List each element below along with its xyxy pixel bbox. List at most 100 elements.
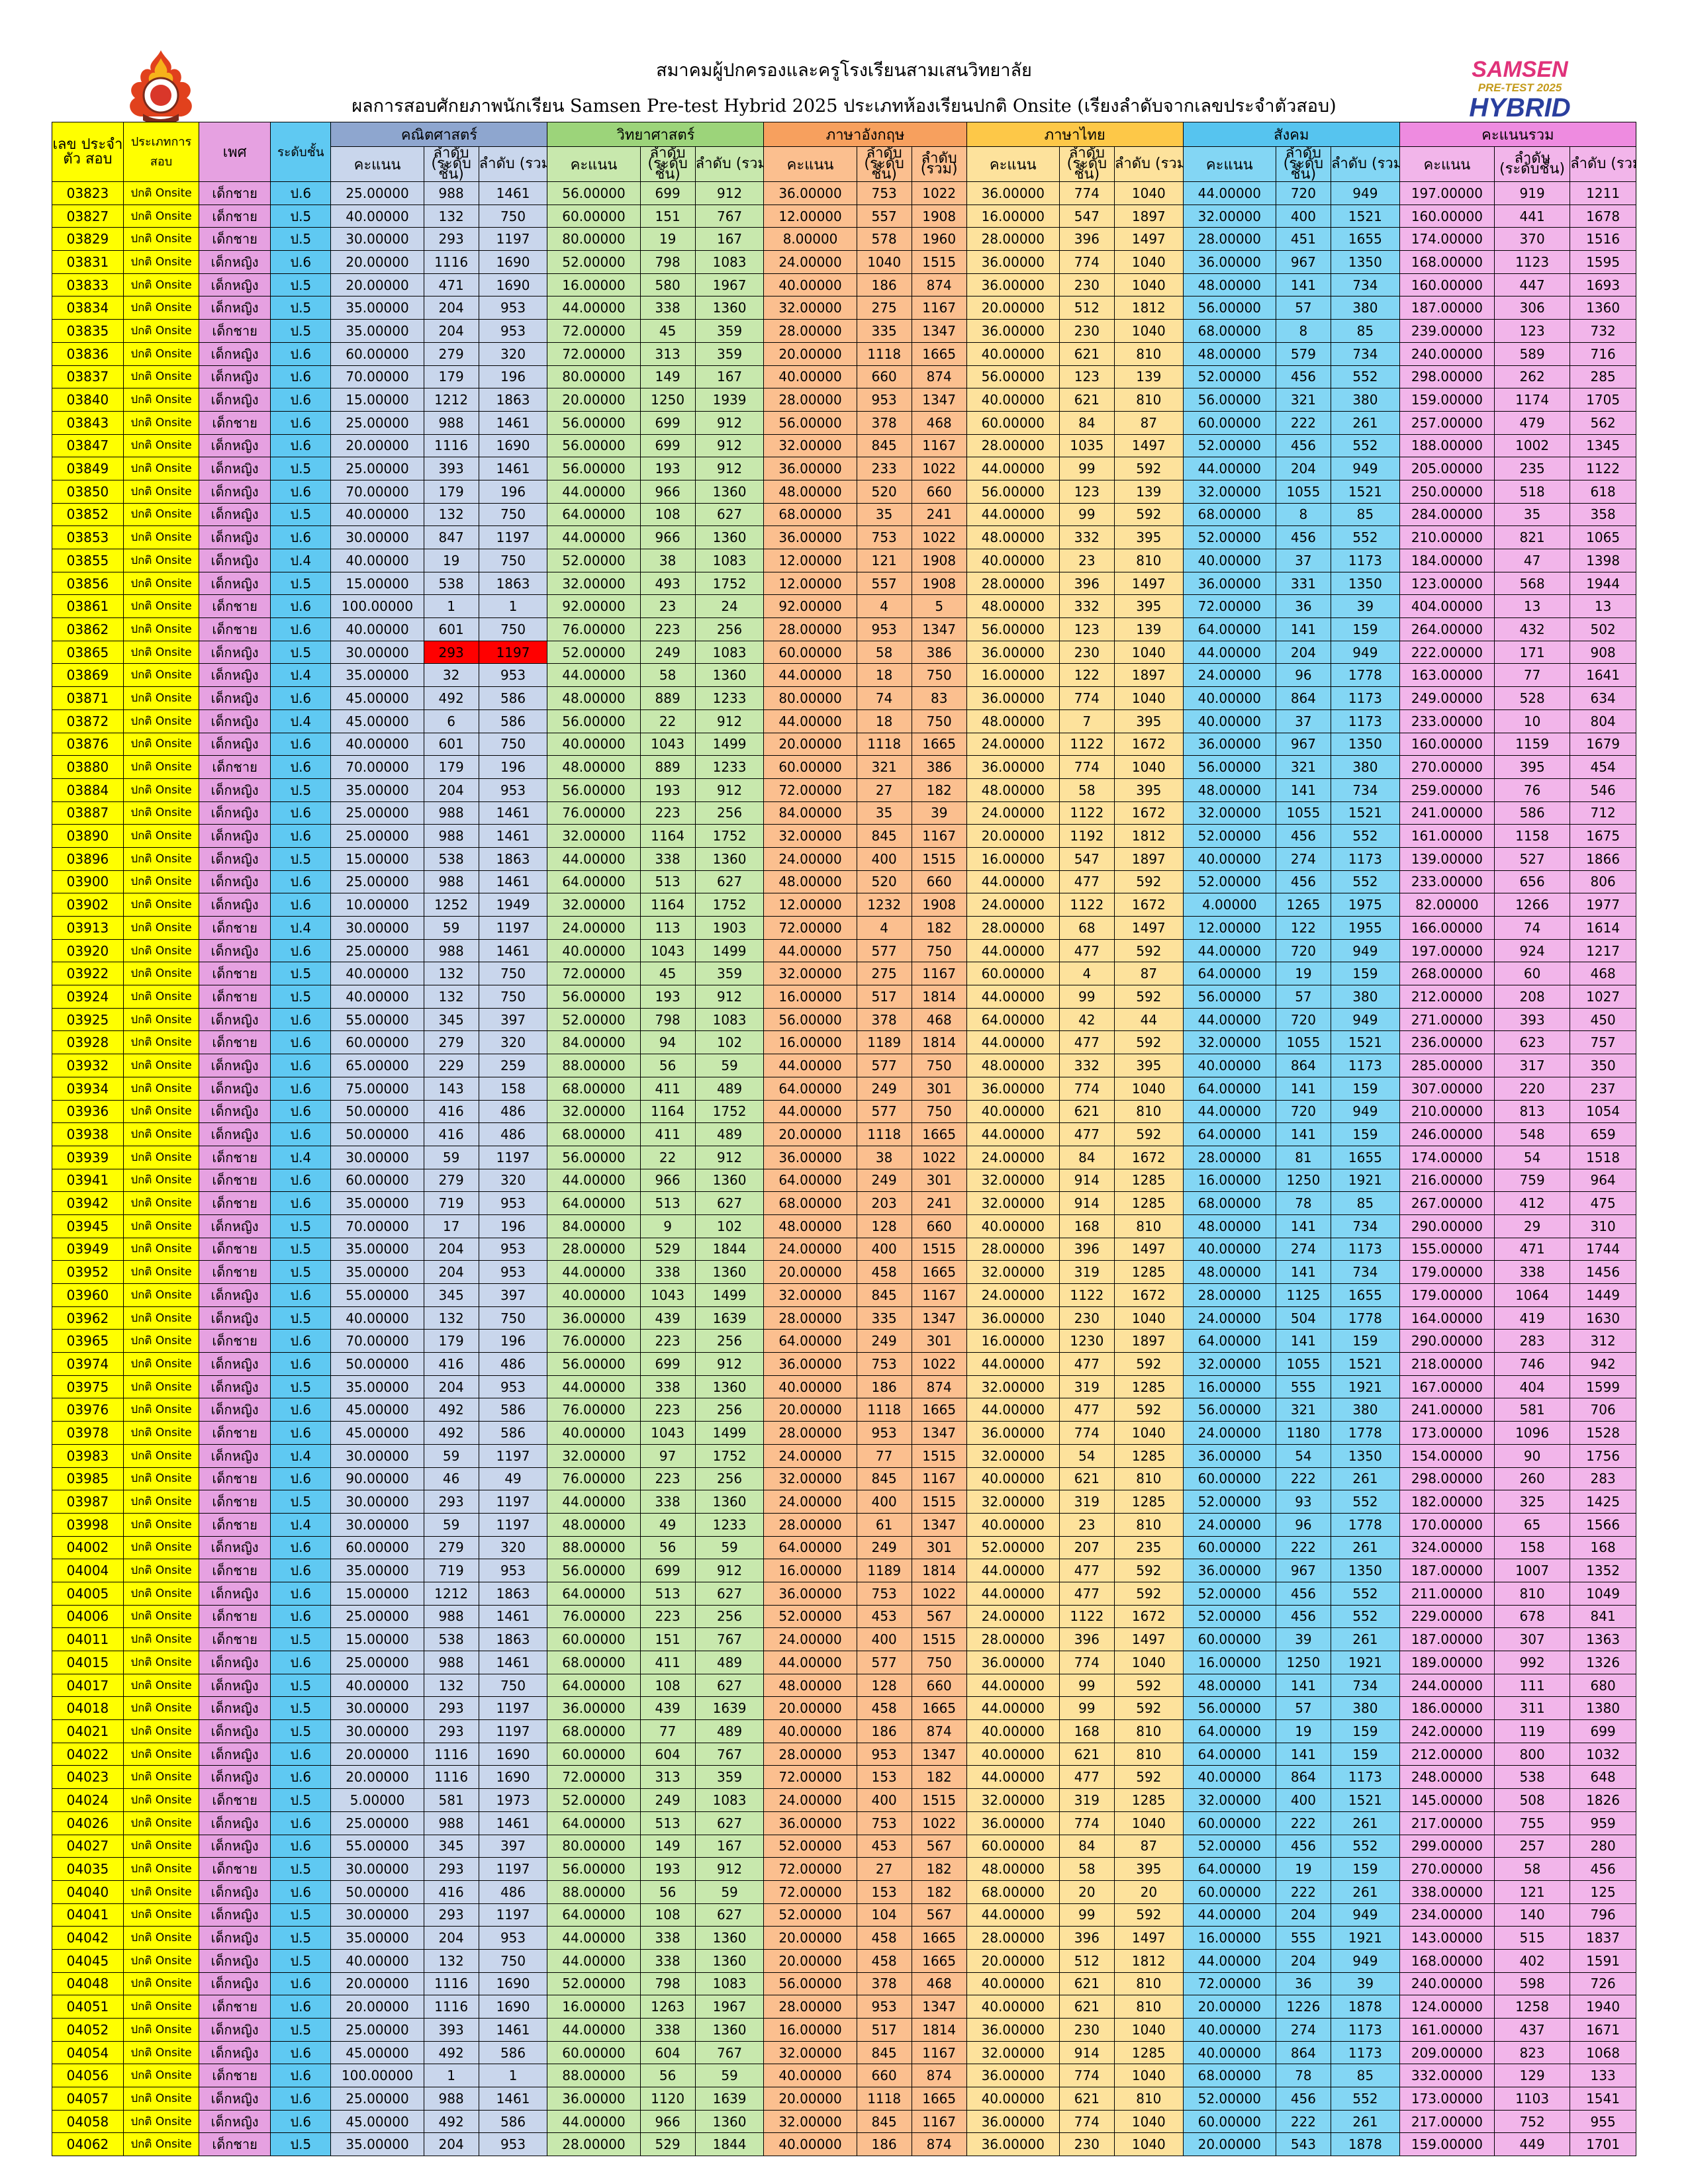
thai-rank-level-cell: 477 (1058, 870, 1115, 894)
social-rank-all-cell: 1655 (1330, 227, 1400, 251)
english-score-cell: 28.00000 (763, 1306, 857, 1330)
science-rank-all-cell: 1360 (694, 1168, 765, 1193)
science-rank-level-cell: 94 (639, 1030, 696, 1055)
thai-rank-all-cell: 592 (1113, 1352, 1184, 1376)
math-rank-level-cell: 988 (423, 1651, 479, 1674)
social-score-cell: 48.00000 (1182, 341, 1276, 366)
level-cell: ป.6 (270, 2040, 332, 2065)
table-row: 03974 ปกติ Onsite เด็กหญิง ป.6 50.00000 416 48… (52, 1352, 1636, 1376)
social-rank-level-cell: 37 (1275, 709, 1331, 733)
science-rank-level-cell: 223 (639, 1329, 696, 1353)
social-rank-all-cell: 949 (1330, 938, 1400, 963)
total-rank-level-cell: 538 (1494, 1765, 1571, 1790)
science-rank-level-cell: 529 (639, 1237, 696, 1261)
english-score-cell: 48.00000 (763, 870, 857, 894)
math-rank-level-cell: 1116 (423, 1972, 479, 1996)
math-score-cell: 45.00000 (330, 2040, 424, 2065)
science-score-cell: 44.00000 (547, 296, 641, 320)
school-crest-logo (130, 50, 192, 125)
social-score-cell: 16.00000 (1182, 1168, 1276, 1193)
exam-type-cell: ปกติ Onsite (122, 640, 200, 664)
thai-rank-all-cell: 1285 (1113, 1375, 1184, 1399)
thai-rank-all-cell: 1812 (1113, 1948, 1184, 1973)
total-score-cell: 298.00000 (1399, 1467, 1495, 1491)
science-rank-all-cell: 167 (694, 365, 765, 389)
thai-rank-level-cell: 54 (1058, 1443, 1115, 1468)
level-cell: ป.5 (270, 846, 332, 871)
thai-score-cell: 36.00000 (966, 2018, 1060, 2042)
math-rank-level-cell: 492 (423, 2040, 479, 2065)
total-rank-all-cell: 237 (1570, 1076, 1636, 1101)
exam-id-cell: 03843 (52, 410, 124, 435)
page-subtitle: ผลการสอบศักยภาพนักเรียน Samsen Pre-test … (352, 96, 1336, 116)
english-rank-level-cell: 400 (856, 1627, 912, 1651)
exam-type-cell: ปกติ Onsite (122, 433, 200, 458)
social-rank-level-cell: 1055 (1275, 1030, 1331, 1055)
science-rank-all-cell: 102 (694, 1214, 765, 1238)
thai-rank-all-cell: 20 (1113, 1880, 1184, 1904)
social-score-cell: 68.00000 (1182, 2064, 1276, 2088)
exam-type-cell: ปกติ Onsite (122, 755, 200, 779)
exam-id-cell: 03978 (52, 1421, 124, 1445)
english-score-cell: 8.00000 (763, 227, 857, 251)
thai-rank-level-cell: 774 (1058, 181, 1115, 205)
sex-cell: เด็กชาย (199, 1559, 271, 1582)
total-score-cell: 168.00000 (1399, 250, 1495, 274)
level-cell: ป.5 (270, 273, 332, 297)
english-score-cell: 20.00000 (763, 1926, 857, 1950)
social-rank-all-cell: 1173 (1330, 549, 1400, 572)
exam-id-cell: 04018 (52, 1696, 124, 1721)
math-rank-all-cell: 1461 (478, 938, 548, 963)
total-rank-all-cell: 1425 (1570, 1490, 1636, 1514)
exam-id-cell: 04042 (52, 1926, 124, 1950)
thai-rank-level-cell: 230 (1058, 1306, 1115, 1330)
total-rank-level-cell: 586 (1494, 801, 1571, 825)
english-rank-level-cell: 1118 (856, 732, 912, 756)
thai-rank-all-cell: 1672 (1113, 893, 1184, 917)
social-rank-all-cell: 1878 (1330, 2132, 1400, 2157)
english-rank-all-cell: 1347 (911, 1306, 967, 1330)
exam-type-cell: ปกติ Onsite (122, 1191, 200, 1215)
science-score-cell: 52.00000 (547, 1007, 641, 1032)
thai-rank-all-cell: 810 (1113, 549, 1184, 572)
thai-score-cell: 36.00000 (966, 2109, 1060, 2134)
science-rank-all-cell: 912 (694, 709, 765, 733)
thai-rank-level-cell: 774 (1058, 1421, 1115, 1445)
exam-id-cell: 04048 (52, 1972, 124, 1996)
math-score-cell: 25.00000 (330, 457, 424, 480)
math-rank-level-cell: 988 (423, 824, 479, 848)
english-rank-level-cell: 249 (856, 1535, 912, 1560)
exam-type-cell: ปกติ Onsite (122, 2018, 200, 2042)
social-rank-level-cell: 543 (1275, 2132, 1331, 2157)
social-score-cell: 40.00000 (1182, 846, 1276, 871)
level-cell: ป.5 (270, 1306, 332, 1330)
math-rank-level-cell: 279 (423, 1535, 479, 1560)
english-rank-all-cell: 182 (911, 778, 967, 802)
english-score-cell: 44.00000 (763, 1099, 857, 1124)
thai-rank-level-cell: 207 (1058, 1535, 1115, 1560)
exam-type-cell: ปกติ Onsite (122, 1765, 200, 1790)
exam-type-cell: ปกติ Onsite (122, 1857, 200, 1881)
total-score-cell: 123.00000 (1399, 571, 1495, 596)
social-rank-all-cell: 1921 (1330, 1168, 1400, 1193)
english-score-cell: 32.00000 (763, 824, 857, 848)
math-rank-level-cell: 988 (423, 1604, 479, 1629)
level-cell: ป.6 (270, 1995, 332, 2019)
thai-rank-all-cell: 810 (1113, 388, 1184, 412)
level-cell: ป.5 (270, 502, 332, 527)
english-score-cell: 72.00000 (763, 916, 857, 940)
math-score-cell: 35.00000 (330, 663, 424, 688)
thai-score-cell: 36.00000 (966, 686, 1060, 710)
english-score-cell: 32.00000 (763, 296, 857, 320)
english-rank-all-cell: 1167 (911, 962, 967, 986)
level-cell: ป.6 (270, 1076, 332, 1101)
total-rank-level-cell: 65 (1494, 1512, 1571, 1537)
thai-rank-level-cell: 1122 (1058, 801, 1115, 825)
english-rank-level-cell: 953 (856, 1742, 912, 1766)
math-score-cell: 30.00000 (330, 640, 424, 664)
english-rank-level-cell: 660 (856, 365, 912, 389)
english-score-cell: 32.00000 (763, 2109, 857, 2134)
social-rank-level-cell: 456 (1275, 1581, 1331, 1606)
science-rank-level-cell: 411 (639, 1076, 696, 1101)
total-rank-all-cell: 757 (1570, 1030, 1636, 1055)
